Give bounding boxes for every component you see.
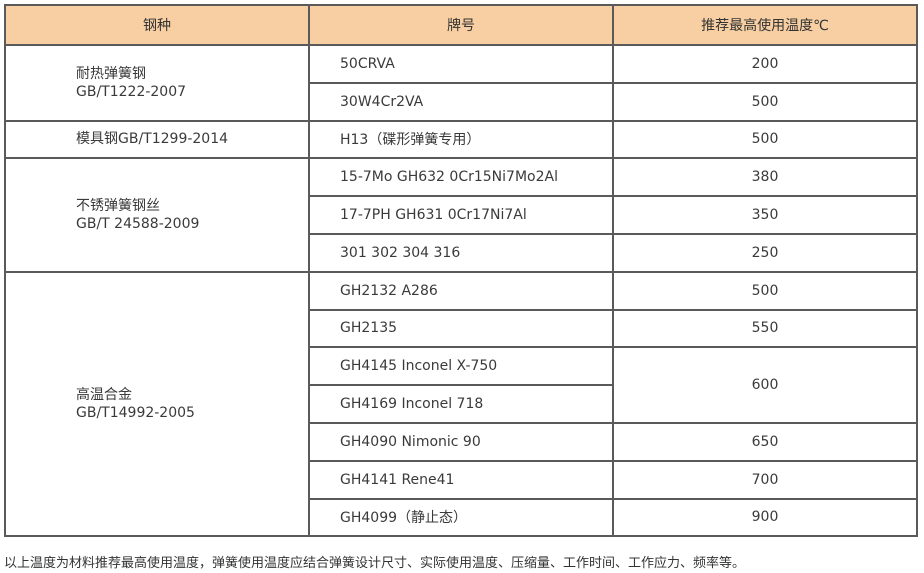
- temp-cell: 380: [612, 157, 918, 198]
- brand-cell: 50CRVA: [308, 44, 614, 84]
- table-row: 17-7PH GH631 0Cr17Ni7Al 350: [5, 195, 918, 235]
- table-row: GH4169 Inconel 718: [5, 384, 917, 424]
- brand-cell: 30W4Cr2VA: [308, 81, 614, 122]
- group-name: 高温合金: [76, 387, 132, 404]
- table-row: GH2135 550: [5, 308, 918, 349]
- temp-cell: 650: [612, 421, 918, 462]
- temp-cell: 900: [612, 497, 918, 538]
- table-row: GH4099（静止态） 900: [5, 497, 918, 538]
- brand-cell: 17-7PH GH631 0Cr17Ni7Al: [308, 195, 614, 235]
- group-standard: GB/T14992-2005: [76, 405, 195, 422]
- temp-cell: 250: [612, 232, 918, 273]
- temp-cell: 500: [612, 119, 918, 160]
- footnote: 以上温度为材料推荐最高使用温度，弹簧使用温度应结合弹簧设计尺寸、实际使用温度、压…: [4, 556, 746, 571]
- header-brand: 牌号: [308, 4, 614, 46]
- table-row: 30W4Cr2VA 500: [5, 81, 918, 122]
- group-cell: 高温合金 GB/T14992-2005: [4, 270, 310, 538]
- brand-cell: GH2132 A286: [308, 270, 614, 311]
- group-name: 模具钢GB/T1299-2014: [76, 131, 229, 148]
- temp-cell: 350: [612, 195, 918, 235]
- group-cell: 模具钢GB/T1299-2014: [4, 119, 310, 160]
- group-cell: 不锈弹簧钢丝 GB/T 24588-2009: [4, 157, 310, 273]
- table-row: 模具钢GB/T1299-2014 H13（碟形弹簧专用） 500: [4, 119, 918, 160]
- temp-cell: 500: [612, 270, 918, 311]
- brand-cell: GH2135: [308, 308, 614, 349]
- spring-steel-temperature-table: 钢种 牌号 推荐最高使用温度℃ 耐热弹簧钢 GB/T1222-2007 50CRV…: [4, 4, 918, 538]
- table-row: 高温合金 GB/T14992-2005 GH2132 A286 500: [4, 270, 918, 538]
- temp-cell: 500: [612, 81, 918, 122]
- group-standard: GB/T1222-2007: [76, 83, 187, 100]
- group-name: 不锈弹簧钢丝: [76, 198, 160, 215]
- header-row: 钢种 牌号 推荐最高使用温度℃: [4, 4, 918, 46]
- brand-cell: GH4141 Rene41: [308, 459, 614, 500]
- brand-cell: 301 302 304 316: [308, 232, 614, 273]
- table-row: 301 302 304 316 250: [5, 232, 918, 273]
- group-name: 耐热弹簧钢: [76, 65, 146, 82]
- brand-cell: GH4169 Inconel 718: [308, 384, 614, 424]
- brand-cell: GH4145 Inconel X-750: [308, 346, 614, 387]
- table-row: 不锈弹簧钢丝 GB/T 24588-2009 15-7Mo GH632 0Cr15…: [4, 157, 918, 273]
- temp-cell: 550: [612, 308, 918, 349]
- header-steel-type: 钢种: [4, 4, 310, 46]
- temp-cell: 200: [612, 44, 918, 84]
- brand-cell: 15-7Mo GH632 0Cr15Ni7Mo2Al: [308, 157, 614, 198]
- temp-cell: 700: [612, 459, 918, 500]
- brand-cell: GH4099（静止态）: [308, 497, 614, 538]
- table-row: GH4090 Nimonic 90 650: [5, 421, 918, 462]
- brand-cell: GH4090 Nimonic 90: [308, 421, 614, 462]
- brand-cell: H13（碟形弹簧专用）: [308, 119, 614, 160]
- table-row: GH4145 Inconel X-750 600: [5, 346, 918, 424]
- table-row: GH4141 Rene41 700: [5, 459, 918, 500]
- table-row: 耐热弹簧钢 GB/T1222-2007 50CRVA 200: [4, 44, 918, 122]
- group-cell: 耐热弹簧钢 GB/T1222-2007: [4, 44, 310, 122]
- group-standard: GB/T 24588-2009: [76, 216, 200, 233]
- temp-cell: 600: [612, 346, 918, 424]
- header-max-temp: 推荐最高使用温度℃: [612, 4, 918, 46]
